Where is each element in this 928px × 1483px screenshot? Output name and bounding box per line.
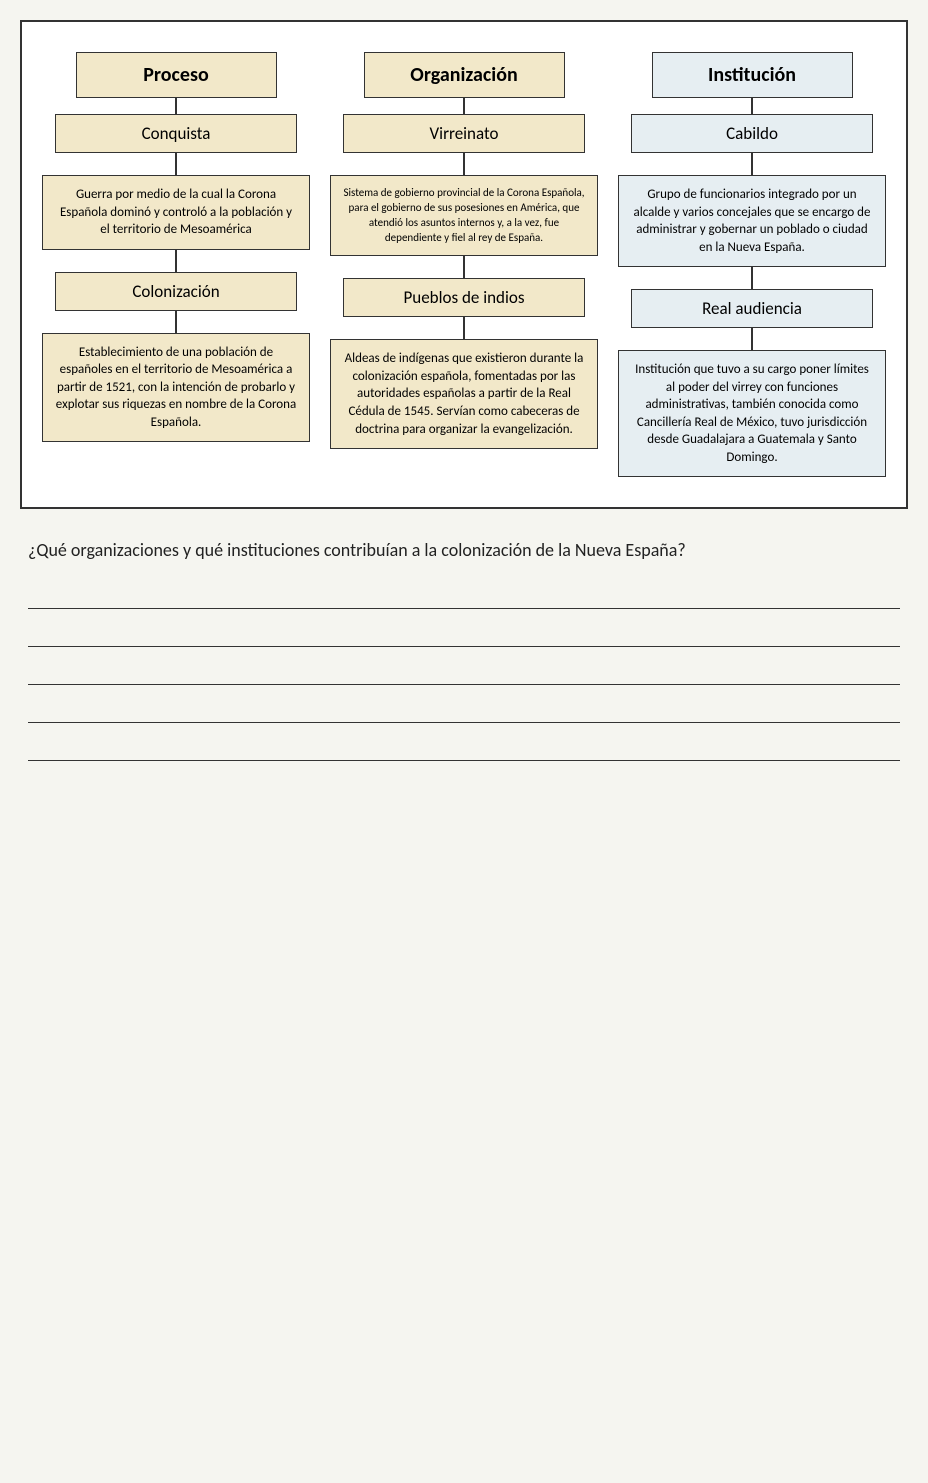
connector	[751, 328, 753, 350]
column-proceso: Proceso Conquista Guerra por medio de la…	[42, 52, 310, 477]
connector	[751, 267, 753, 289]
connector	[463, 317, 465, 339]
answer-lines	[28, 579, 900, 761]
connector	[463, 153, 465, 175]
sub-virreinato: Virreinato	[343, 114, 584, 153]
diagram-frame: Proceso Conquista Guerra por medio de la…	[20, 20, 908, 509]
header-proceso: Proceso	[76, 52, 277, 98]
sub-colonizacion: Colonización	[55, 272, 296, 311]
answer-line	[28, 731, 900, 761]
connector	[175, 311, 177, 333]
sub-pueblos: Pueblos de indios	[343, 278, 584, 317]
columns-wrap: Proceso Conquista Guerra por medio de la…	[42, 52, 886, 477]
connector	[175, 153, 177, 175]
sub-real-audiencia: Real audiencia	[631, 289, 872, 328]
desc-cabildo: Grupo de funcionarios integrado por un a…	[618, 175, 886, 267]
desc-real-audiencia: Institución que tuvo a su cargo poner lí…	[618, 350, 886, 477]
desc-conquista: Guerra por medio de la cual la Corona Es…	[42, 175, 310, 250]
question-text: ¿Qué organizaciones y qué instituciones …	[28, 539, 900, 561]
connector	[751, 153, 753, 175]
desc-colonizacion: Establecimiento de una población de espa…	[42, 333, 310, 443]
desc-pueblos: Aldeas de indígenas que existieron duran…	[330, 339, 598, 449]
header-institucion: Institución	[652, 52, 853, 98]
column-organizacion: Organización Virreinato Sistema de gobie…	[330, 52, 598, 477]
answer-line	[28, 693, 900, 723]
header-organizacion: Organización	[364, 52, 565, 98]
connector	[175, 250, 177, 272]
sub-conquista: Conquista	[55, 114, 296, 153]
sub-cabildo: Cabildo	[631, 114, 872, 153]
connector	[175, 98, 177, 114]
connector	[751, 98, 753, 114]
answer-line	[28, 655, 900, 685]
desc-virreinato: Sistema de gobierno provincial de la Cor…	[330, 175, 598, 256]
answer-line	[28, 579, 900, 609]
answer-line	[28, 617, 900, 647]
connector	[463, 256, 465, 278]
column-institucion: Institución Cabildo Grupo de funcionario…	[618, 52, 886, 477]
connector	[463, 98, 465, 114]
question-block: ¿Qué organizaciones y qué instituciones …	[20, 539, 908, 761]
